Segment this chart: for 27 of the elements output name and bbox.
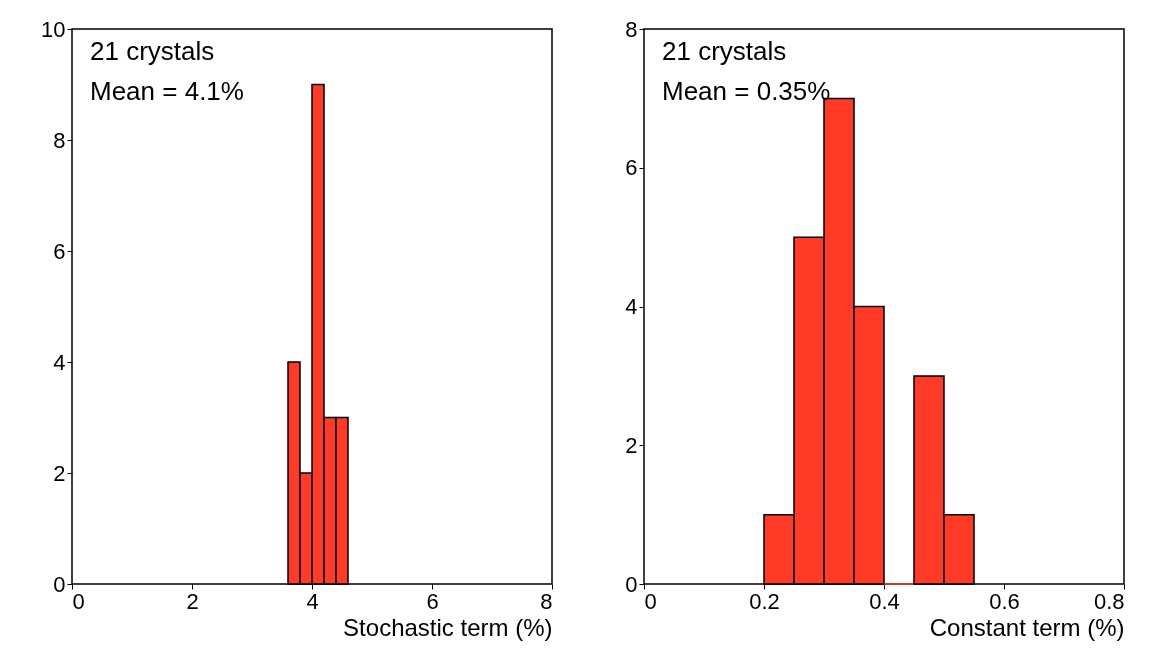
- y-tick-label: 2: [625, 432, 638, 458]
- x-tick-label: 8: [540, 588, 553, 614]
- x-tick-label: 4: [306, 588, 319, 614]
- y-tick-label: 2: [53, 460, 66, 486]
- annotation: Mean = 4.1%: [90, 76, 244, 106]
- y-tick-label: 6: [625, 155, 638, 181]
- x-axis-title: Stochastic term (%): [343, 613, 553, 641]
- x-tick-label: 2: [186, 588, 199, 614]
- y-tick-label: 0: [625, 571, 638, 597]
- annotation: Mean = 0.35%: [662, 76, 831, 106]
- x-tick-label: 0.4: [869, 588, 900, 614]
- y-tick-label: 6: [53, 238, 66, 264]
- x-axis-title: Constant term (%): [929, 613, 1125, 641]
- y-tick-label: 4: [625, 294, 638, 319]
- y-tick-label: 10: [41, 16, 66, 42]
- y-tick-label: 0: [53, 571, 66, 597]
- annotation: 21 crystals: [90, 36, 215, 66]
- x-tick-label: 0.6: [989, 588, 1020, 614]
- y-tick-label: 4: [53, 349, 66, 375]
- x-tick-label: 0: [72, 588, 85, 614]
- y-tick-label: 8: [53, 127, 66, 153]
- x-tick-label: 0: [644, 588, 657, 614]
- annotation: 21 crystals: [662, 36, 787, 66]
- x-tick-label: 6: [426, 588, 439, 614]
- y-tick-label: 8: [625, 16, 638, 42]
- x-tick-label: 0.2: [749, 588, 780, 614]
- x-tick-label: 0.8: [1093, 588, 1125, 614]
